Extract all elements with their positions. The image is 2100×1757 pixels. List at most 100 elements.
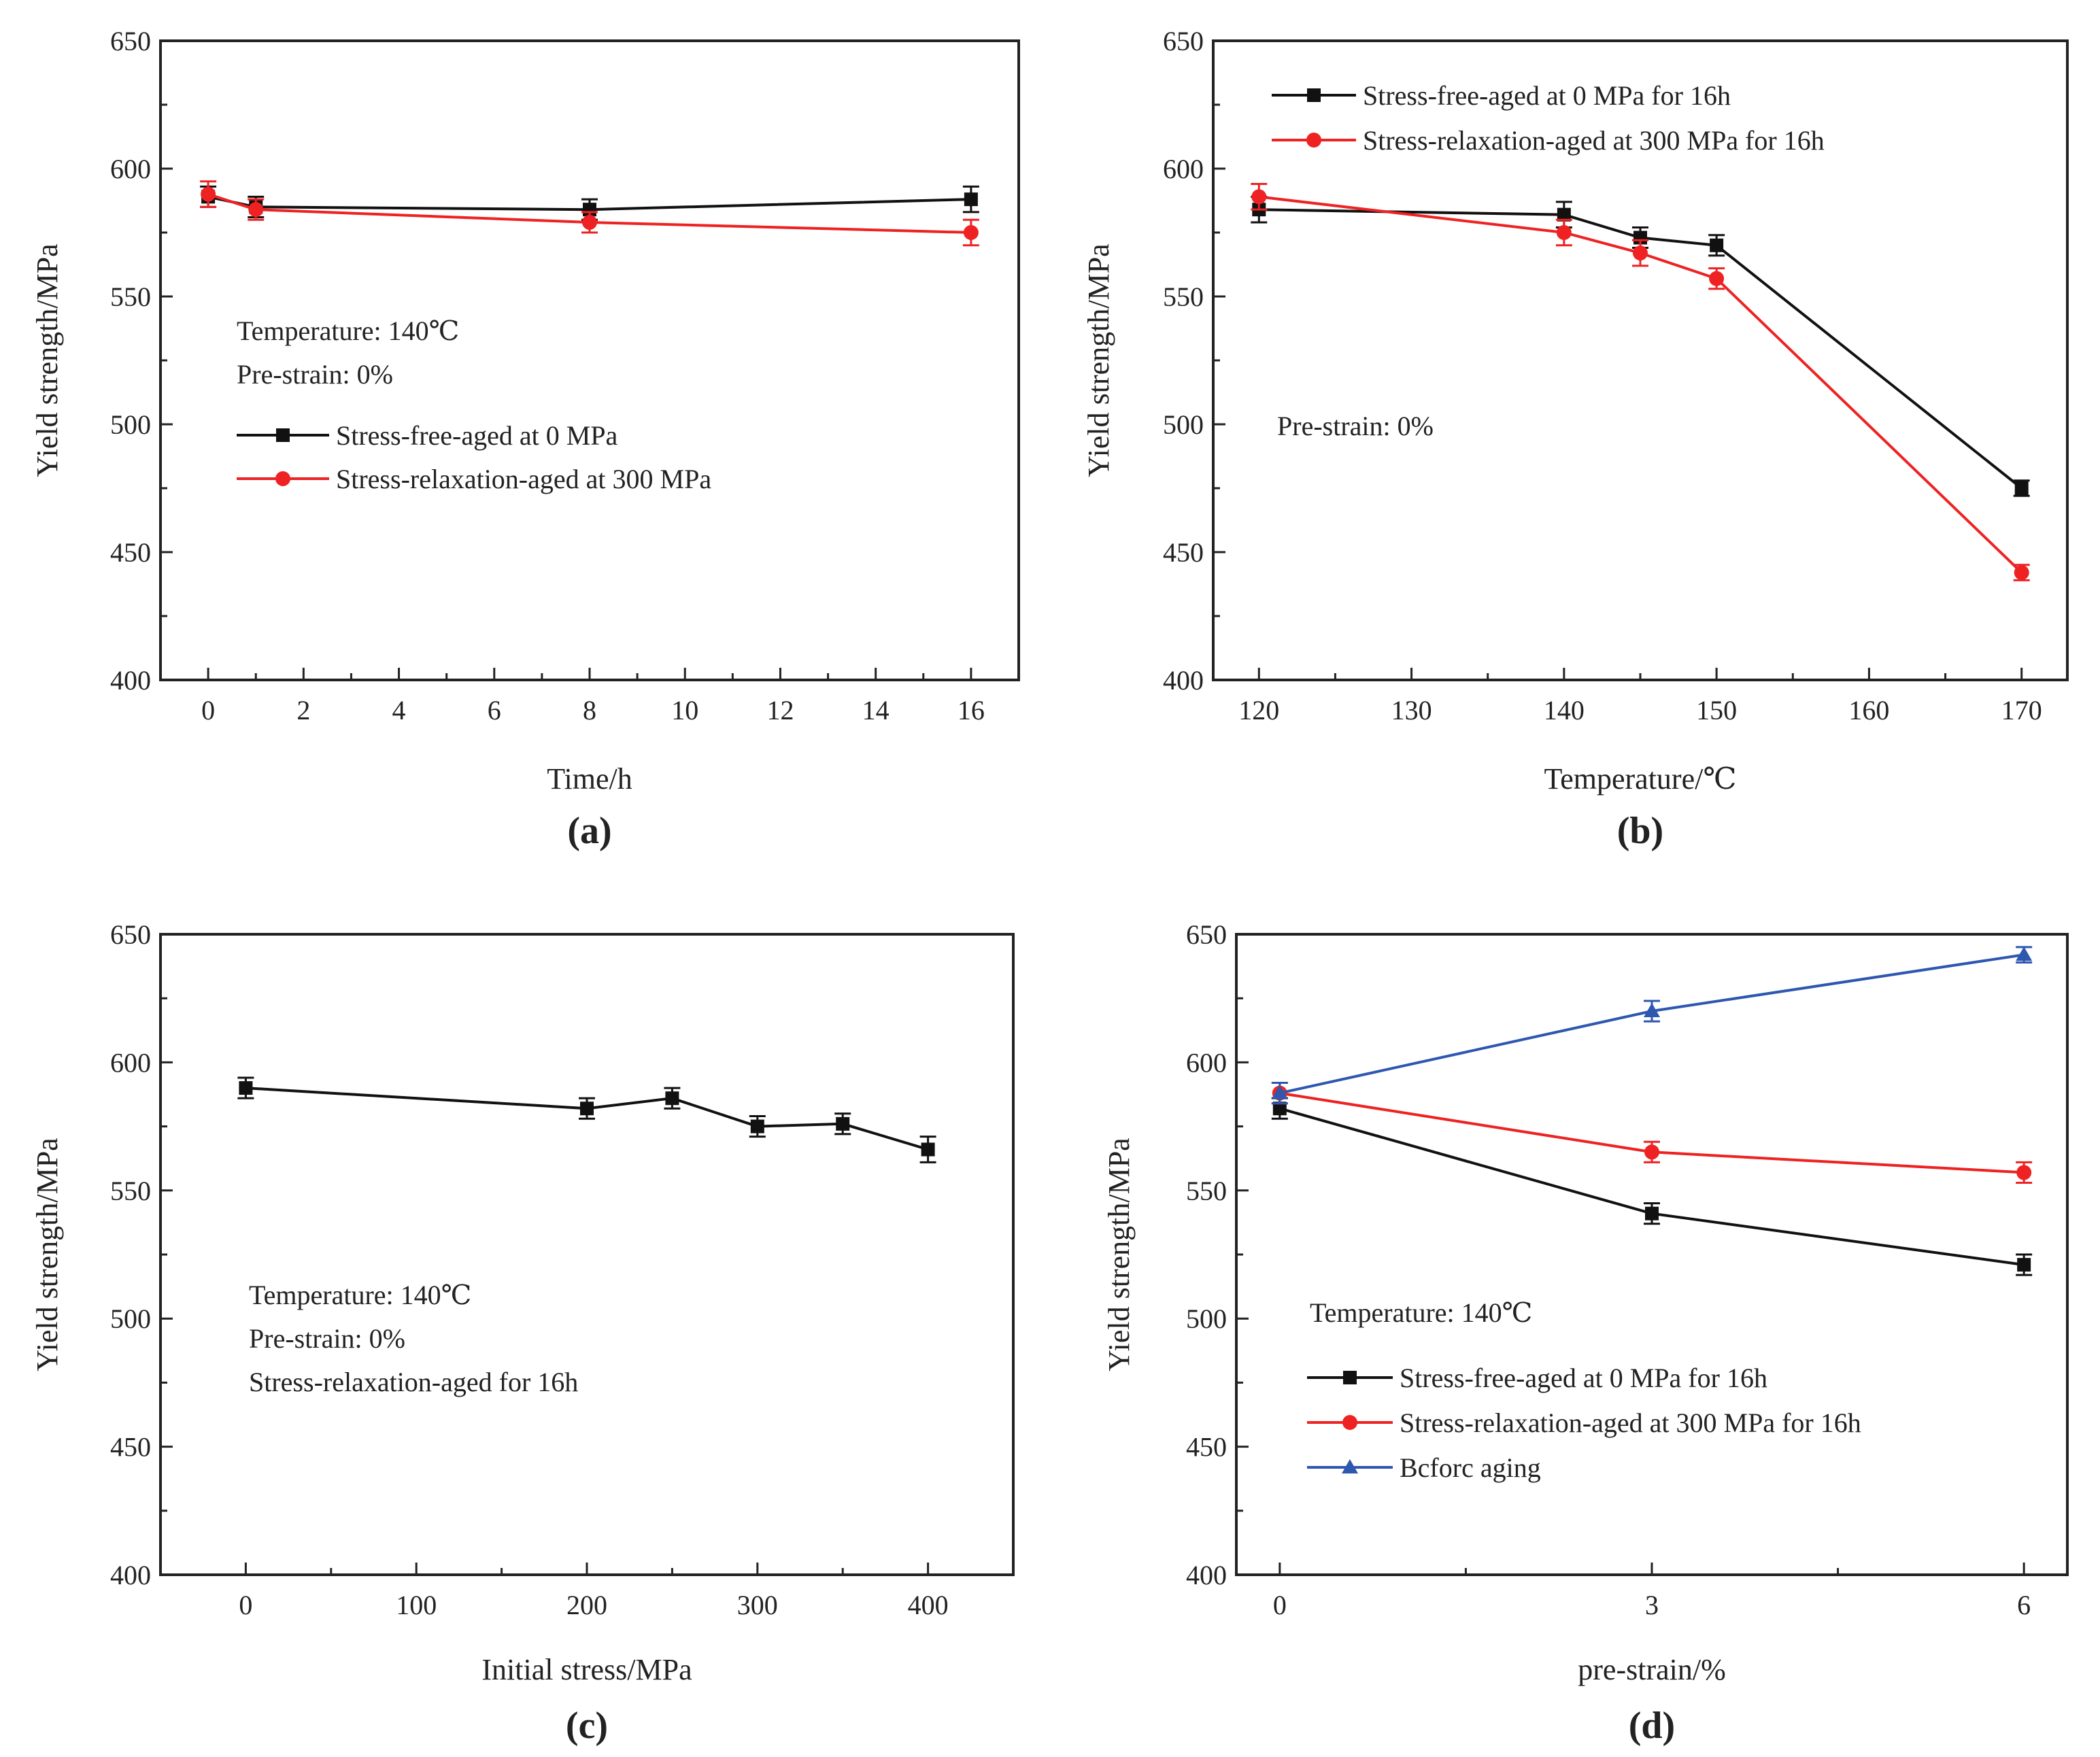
x-tick-label: 6 <box>2017 1590 2031 1620</box>
y-tick-label: 650 <box>1186 919 1227 950</box>
y-axis-title: Yield strength/MPa <box>1102 1138 1136 1371</box>
legend-marker <box>276 428 290 442</box>
chart-panel-d: 400 450 500 550 600 650 0 3 6 pre-strain/% Yield s… <box>1102 919 2069 1747</box>
y-tick-label: 400 <box>110 1560 151 1590</box>
panel-label: (d) <box>1629 1705 1675 1747</box>
x-tick-label: 130 <box>1391 695 1432 726</box>
series-2 <box>1271 946 2033 1105</box>
data-point <box>1556 225 1572 240</box>
x-tick-label: 0 <box>201 695 215 726</box>
x-tick-label: 140 <box>1544 695 1585 726</box>
legend-marker <box>1342 1415 1357 1430</box>
y-tick-label: 550 <box>110 282 151 312</box>
y-tick-label: 600 <box>110 1047 151 1078</box>
x-tick-label: 170 <box>2001 695 2042 726</box>
x-axis-title: Initial stress/MPa <box>481 1653 692 1686</box>
legend-label: Stress-free-aged at 0 MPa for 16h <box>1400 1363 1767 1393</box>
y-axis-title: Yield strength/MPa <box>31 1138 64 1371</box>
legend-label: Stress-relaxation-aged at 300 MPa <box>336 464 711 494</box>
data-point <box>580 1102 594 1116</box>
legend-marker <box>1306 133 1321 148</box>
x-tick-label: 6 <box>488 695 501 726</box>
annotation-text: Pre-strain: 0% <box>249 1323 405 1354</box>
data-point <box>1633 245 1648 261</box>
legend-label: Stress-free-aged at 0 MPa for 16h <box>1363 80 1731 111</box>
data-point <box>2014 481 2029 495</box>
x-tick-label: 400 <box>908 1590 949 1620</box>
x-tick-label: 16 <box>958 695 985 726</box>
y-axis-title: Yield strength/MPa <box>1082 243 1115 477</box>
series-1 <box>1251 183 2030 581</box>
data-point <box>1271 1085 1288 1099</box>
panel-label: (a) <box>567 810 611 852</box>
data-point <box>1644 1003 1660 1018</box>
data-point <box>239 1081 253 1095</box>
annotation-text: Pre-strain: 0% <box>1277 411 1434 441</box>
data-point <box>2014 565 2029 581</box>
series-0 <box>1271 1097 2033 1276</box>
x-axis-title: Temperature/℃ <box>1544 762 1736 796</box>
y-tick-label: 500 <box>110 409 151 440</box>
chart-panel-a: 400 450 500 550 600 650 0 2 4 6 8 10 12 14 16 Time/h Yie… <box>31 26 1020 852</box>
data-point <box>1645 1206 1659 1221</box>
y-tick-label: 500 <box>1163 409 1204 440</box>
series-0 <box>237 1076 936 1163</box>
data-point <box>201 186 216 202</box>
plot-frame <box>159 933 1015 1576</box>
data-point <box>963 225 979 240</box>
x-tick-label: 100 <box>396 1590 437 1620</box>
legend-label: Stress-relaxation-aged at 300 MPa for 16… <box>1363 125 1825 156</box>
series-line <box>1279 953 2025 1095</box>
annotation-text: Temperature: 140℃ <box>237 315 459 346</box>
annotation-text: Pre-strain: 0% <box>237 359 393 390</box>
data-point <box>1251 189 1267 205</box>
data-point <box>921 1142 935 1157</box>
panel-label: (b) <box>1617 810 1663 852</box>
y-tick-label: 450 <box>110 537 151 568</box>
legend-label: Bcforc aging <box>1400 1452 1541 1483</box>
data-point <box>2016 946 2033 961</box>
y-tick-label: 550 <box>1163 282 1204 312</box>
x-tick-label: 160 <box>1848 695 1889 726</box>
legend-label: Stress-free-aged at 0 MPa <box>336 420 618 451</box>
legend: Stress-free-aged at 0 MPa for 16h Stress-… <box>1307 1363 1861 1483</box>
y-tick-label: 600 <box>1163 154 1204 184</box>
x-tick-label: 14 <box>862 695 890 726</box>
chart-panel-c: 400 450 500 550 600 650 0 100 200 300 400 Initial s… <box>31 919 1015 1747</box>
x-axis-title: Time/h <box>547 762 632 796</box>
x-tick-label: 8 <box>583 695 596 726</box>
x-tick-label: 150 <box>1696 695 1737 726</box>
y-tick-label: 500 <box>110 1303 151 1334</box>
y-tick-label: 650 <box>110 919 151 950</box>
data-point <box>1644 1144 1659 1160</box>
y-tick-label: 500 <box>1186 1303 1227 1334</box>
annotation-text: Stress-relaxation-aged for 16h <box>249 1367 578 1397</box>
y-tick-label: 400 <box>110 665 151 696</box>
legend-marker <box>1342 1459 1358 1473</box>
x-tick-label: 12 <box>766 695 794 726</box>
y-tick-label: 400 <box>1163 665 1204 696</box>
y-tick-label: 600 <box>110 154 151 184</box>
series-1 <box>200 180 979 247</box>
x-tick-label: 3 <box>1645 1590 1659 1620</box>
y-tick-label: 650 <box>110 26 151 56</box>
y-tick-label: 400 <box>1186 1560 1227 1590</box>
legend-marker <box>275 471 290 486</box>
legend: Stress-free-aged at 0 MPa Stress-relaxati… <box>237 420 711 494</box>
x-tick-label: 0 <box>239 1590 252 1620</box>
data-point <box>1710 238 1724 252</box>
data-point <box>1272 1102 1287 1116</box>
annotation-text: Temperature: 140℃ <box>1310 1297 1532 1328</box>
x-tick-label: 0 <box>1273 1590 1287 1620</box>
data-point <box>1557 207 1571 222</box>
data-point <box>2016 1165 2032 1180</box>
x-tick-label: 10 <box>671 695 698 726</box>
y-axis-title: Yield strength/MPa <box>31 243 64 477</box>
series-1 <box>1271 1082 2033 1184</box>
data-point <box>582 214 597 230</box>
series-0 <box>1251 195 2030 497</box>
y-tick-label: 600 <box>1186 1047 1227 1078</box>
y-tick-label: 550 <box>110 1176 151 1206</box>
data-point <box>2017 1258 2031 1272</box>
